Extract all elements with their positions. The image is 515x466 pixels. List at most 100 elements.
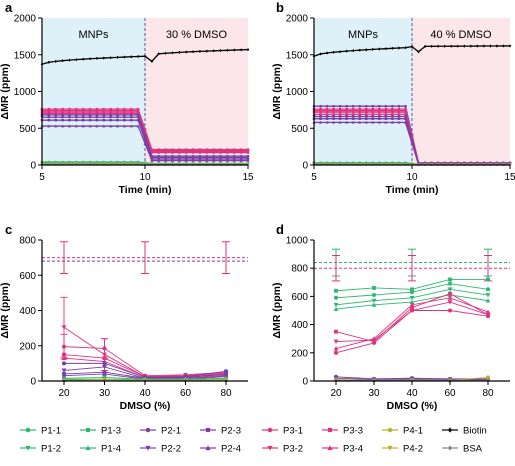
legend-label: P2-3	[221, 426, 241, 437]
x-tick-label: 5	[311, 172, 317, 183]
x-axis-title: Time (min)	[386, 184, 439, 196]
data-point	[423, 44, 427, 48]
legend-label: P3-3	[343, 426, 363, 437]
series-p3-1	[333, 308, 491, 355]
legend-marker	[145, 427, 151, 433]
series-p1-3	[334, 277, 490, 293]
data-point	[351, 115, 355, 119]
legend-item-p2-1: P2-1	[140, 426, 181, 437]
data-point	[351, 112, 355, 116]
data-point	[177, 156, 181, 160]
legend-marker	[387, 445, 393, 451]
data-point	[109, 115, 113, 119]
data-point	[61, 344, 67, 349]
data-point	[68, 113, 71, 117]
data-point	[384, 47, 388, 51]
data-point	[54, 115, 58, 119]
data-point	[469, 44, 473, 48]
legend-item-p2-4: P2-4	[200, 444, 241, 455]
data-point	[351, 49, 355, 53]
y-tick-label: 1000	[286, 236, 309, 247]
data-point	[338, 110, 342, 114]
legend-marker	[447, 445, 453, 451]
x-tick-label: 30	[99, 388, 111, 399]
legend-item-p3-3: P3-3	[322, 426, 363, 437]
data-point	[54, 113, 58, 117]
data-point	[184, 158, 188, 162]
data-point	[54, 59, 58, 63]
data-point	[205, 156, 209, 160]
data-point	[332, 115, 336, 119]
legend-marker	[85, 445, 91, 451]
data-point	[164, 150, 168, 154]
series-p1-1	[333, 281, 491, 300]
data-point	[334, 288, 338, 293]
data-point	[239, 156, 243, 160]
legend-item-p1-1: P1-1	[20, 426, 61, 437]
data-point	[129, 113, 133, 117]
y-tick-label: 2000	[14, 14, 37, 25]
data-point	[332, 109, 336, 113]
series-line	[335, 310, 489, 354]
y-tick-label: 0	[30, 377, 36, 388]
data-point	[109, 109, 113, 113]
y-tick-label: 0	[302, 377, 308, 388]
series-p1-2	[333, 287, 491, 308]
x-axis-title: DMSO (%)	[387, 400, 438, 412]
phase-region-dmso	[145, 18, 248, 165]
data-point	[61, 373, 67, 378]
data-point	[397, 109, 401, 113]
data-point	[318, 115, 323, 119]
data-point	[404, 162, 407, 166]
data-point	[325, 117, 329, 120]
data-point	[410, 377, 414, 383]
data-point	[397, 104, 401, 108]
data-point	[143, 138, 147, 141]
data-point	[95, 124, 99, 128]
legend-label: P4-1	[403, 426, 423, 437]
y-tick-label: 200	[19, 341, 36, 352]
data-point	[102, 361, 107, 366]
data-point	[358, 48, 362, 52]
data-point	[232, 156, 236, 160]
panel-d: 0 200 400 600 800 1000 20 30 40 60 80 DMSO (%) ΔMR (…	[271, 222, 510, 412]
data-point	[377, 104, 381, 108]
y-tick-label: 600	[19, 271, 36, 282]
data-point	[332, 110, 335, 114]
data-point	[371, 47, 375, 51]
data-point	[390, 120, 394, 124]
data-point	[150, 59, 154, 63]
data-point	[338, 50, 342, 54]
data-point	[239, 48, 243, 52]
data-point	[67, 124, 72, 128]
phase-region-dmso	[412, 18, 510, 165]
data-point	[345, 115, 349, 119]
y-tick-label: 400	[291, 320, 308, 331]
data-point	[170, 156, 175, 160]
data-point	[397, 110, 401, 114]
y-tick-label: 2000	[286, 14, 309, 25]
data-point	[508, 44, 512, 48]
data-point	[372, 286, 376, 290]
legend: P1-1 P1-2 P1-3 P1-4 P2-1 P2-2 P2-3 P2-4 P3-1 P3-2…	[20, 426, 487, 455]
legend-marker	[145, 445, 151, 451]
data-point	[115, 109, 120, 113]
data-point	[345, 109, 349, 113]
data-point	[384, 120, 388, 124]
legend-item-p3-2: P3-2	[262, 444, 303, 455]
data-point	[397, 46, 401, 50]
data-point	[102, 346, 107, 351]
data-point	[74, 115, 78, 119]
data-point	[319, 110, 322, 114]
data-point	[88, 113, 92, 117]
data-point	[443, 44, 446, 48]
data-point	[325, 110, 329, 114]
data-point	[74, 109, 78, 113]
phase-label: MNPs	[348, 29, 378, 41]
data-point	[358, 112, 362, 116]
x-axis-title: Time (min)	[119, 184, 172, 196]
data-point	[409, 295, 415, 301]
data-point	[205, 150, 209, 154]
data-point	[136, 54, 140, 59]
